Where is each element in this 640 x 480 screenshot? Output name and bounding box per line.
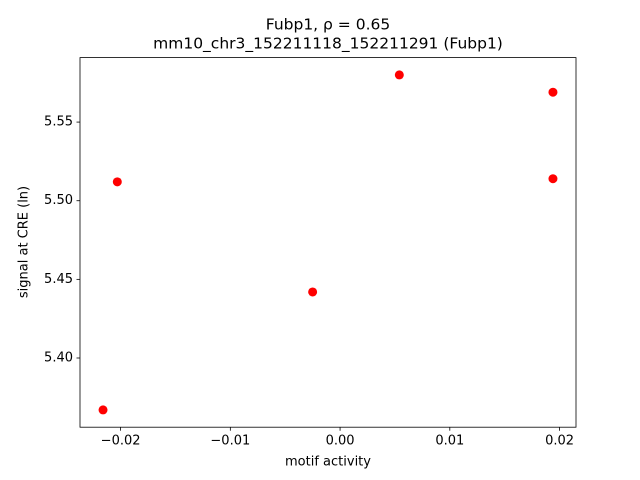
- point: [548, 174, 558, 184]
- point: [98, 405, 108, 415]
- point: [548, 87, 558, 97]
- chart-subtitle: mm10_chr3_152211118_152211291 (Fubp1): [153, 35, 503, 54]
- x-tick-label: 0.00: [326, 434, 355, 449]
- x-tick-label: 0.01: [435, 434, 464, 449]
- y-tick-label: 5.45: [44, 272, 73, 287]
- x-tick-label: 0.02: [545, 434, 574, 449]
- chart-title: Fubp1, ρ = 0.65: [266, 16, 390, 34]
- plot-frame: [79, 57, 577, 428]
- y-tick-label: 5.40: [44, 350, 73, 365]
- y-tick-label: 5.55: [44, 115, 73, 130]
- y-tick-label: 5.50: [44, 193, 73, 208]
- point: [308, 287, 318, 297]
- y-axis-label: signal at CRE (ln): [17, 186, 32, 298]
- point: [112, 177, 122, 187]
- x-tick-label: −0.01: [210, 434, 250, 449]
- x-axis-label: motif activity: [285, 455, 371, 470]
- point: [394, 70, 404, 80]
- x-tick-label: −0.02: [101, 434, 141, 449]
